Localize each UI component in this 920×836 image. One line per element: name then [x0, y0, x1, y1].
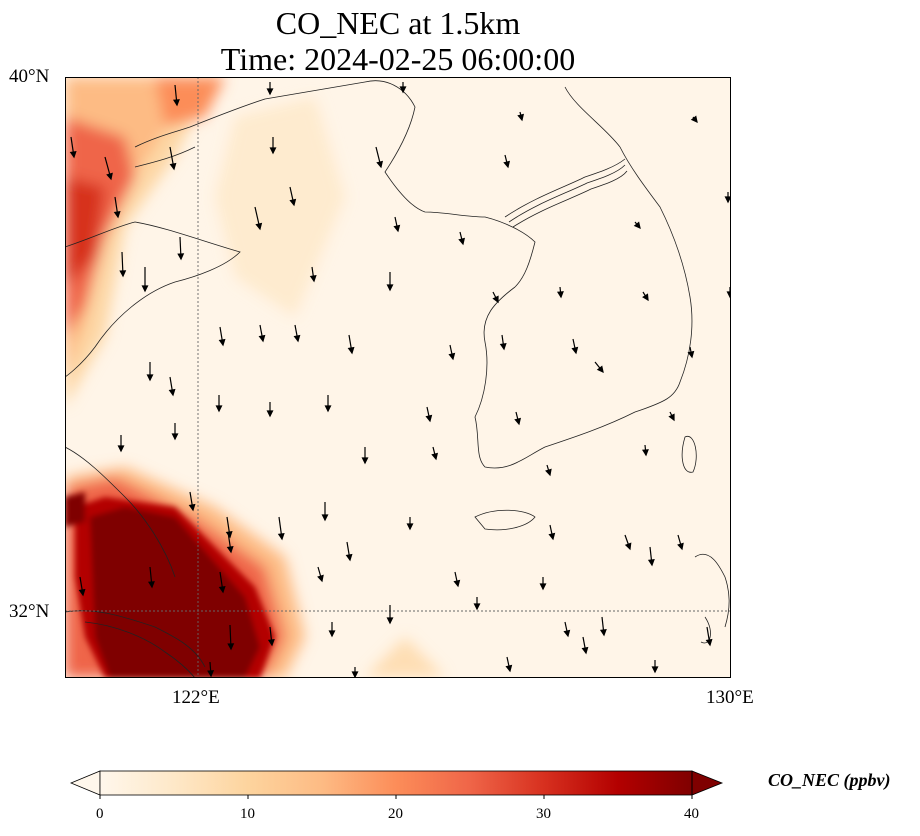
wind-arrow-head [277, 532, 285, 541]
lon-tick-label-130e: 130°E [706, 687, 754, 708]
wind-arrow-head [624, 542, 632, 551]
wind-arrow-head [633, 221, 641, 230]
wind-arrow-head [351, 671, 359, 678]
wind-arrow-head [724, 196, 731, 204]
wind-arrow-head [266, 410, 274, 418]
wind-arrow-head [505, 664, 513, 673]
gridlines [65, 77, 731, 678]
wind-arrow-head [596, 365, 604, 374]
wind-arrow-head [458, 237, 466, 246]
wind-arrow-head [517, 113, 525, 122]
wind-arrow-head [177, 253, 185, 261]
wind-arrow-head [386, 284, 394, 292]
wind-arrow-head [448, 352, 456, 361]
wind-arrow-head [687, 350, 695, 359]
map-timestamp: Time: 2024-02-25 06:00:00 [220, 41, 576, 77]
wind-arrow-head [641, 449, 649, 457]
wind-arrow-head [69, 150, 77, 159]
wind-arrow-head [556, 291, 564, 299]
wind-arrow-head [169, 162, 177, 171]
wind-arrow-head [289, 198, 297, 207]
wind-arrow-head [78, 588, 86, 597]
colorbar [70, 770, 724, 799]
wind-arrow-head [361, 457, 369, 465]
colorbar-tick-10: 10 [240, 806, 255, 822]
wind-arrow-head [147, 581, 155, 589]
wind-arrow-head [321, 514, 329, 522]
wind-arrow-head [218, 338, 226, 347]
wind-arrow-head [226, 545, 234, 554]
wind-arrow-head [113, 210, 121, 219]
wind-arrow-head [514, 417, 522, 426]
wind-arrow-head [581, 646, 589, 655]
lat-tick-label-40n: 40°N [9, 66, 50, 87]
wind-arrow-head [642, 293, 649, 302]
colorbar-tick-40: 40 [684, 806, 699, 822]
wind-arrow-head [677, 542, 684, 551]
wind-arrow-head [269, 147, 277, 155]
wind-arrow-head [705, 638, 713, 647]
wind-arrow-head [218, 585, 226, 594]
colorbar-tick-0: 0 [96, 806, 104, 822]
wind-arrow-head [345, 553, 353, 562]
map-title: CO_NEC at 1.5km [275, 5, 521, 41]
wind-arrow-head [548, 532, 556, 541]
wind-arrow-head [647, 559, 655, 567]
wind-arrow-head [119, 270, 127, 278]
wind-arrow-head [393, 224, 401, 233]
lon-tick-label-122e: 122°E [172, 687, 220, 708]
wind-arrow-head [146, 374, 154, 382]
wind-arrows [69, 82, 731, 678]
wind-arrow-head [207, 670, 215, 678]
wind-arrow-head [399, 86, 407, 94]
lat-tick-label-32n: 32°N [9, 601, 50, 622]
colorbar-tick-20: 20 [388, 806, 403, 822]
wind-arrow-head [690, 115, 698, 124]
colorbar-tick-30: 30 [536, 806, 551, 822]
wind-arrow-head [651, 666, 659, 674]
wind-arrow-head [106, 172, 113, 181]
wind-arrow-head [571, 346, 579, 355]
wind-arrow-head [328, 630, 336, 638]
wind-arrow-head [172, 99, 180, 107]
wind-arrow-head [668, 413, 675, 422]
wind-arrow-head [227, 643, 235, 651]
wind-arrow-head [309, 274, 317, 283]
wind-arrow-head [473, 603, 481, 611]
wind-arrow-head [499, 342, 507, 351]
wind-arrow-head [425, 414, 433, 423]
wind-arrow-head [215, 405, 223, 413]
wind-arrow-head [171, 433, 179, 441]
wind-arrow-head [168, 388, 176, 397]
wind-arrow-head [563, 629, 571, 638]
wind-arrow-head [117, 445, 125, 453]
wind-arrow-head [386, 617, 394, 625]
wind-arrow-head [539, 583, 547, 591]
wind-arrow-head [266, 88, 274, 96]
wind-arrow-head [324, 405, 332, 413]
wind-arrow-head [267, 639, 275, 647]
wind-arrow-head [258, 334, 266, 343]
wind-arrow-head [141, 285, 149, 293]
wind-arrow-head [453, 579, 461, 588]
wind-arrow-head [492, 295, 499, 304]
wind-arrow-head [406, 523, 414, 531]
wind-arrow-head [347, 346, 355, 355]
coastlines [65, 80, 730, 678]
wind-arrow-head [255, 222, 263, 231]
colorbar-label: CO_NEC (ppbv) [768, 770, 891, 790]
wind-arrow-head [431, 452, 439, 461]
wind-arrow-head [293, 334, 301, 343]
wind-arrow-head [376, 160, 384, 169]
wind-arrow-head [599, 629, 607, 637]
wind-arrow-head [317, 574, 324, 583]
wind-arrow-head [503, 160, 511, 169]
wind-arrow-head [188, 503, 196, 512]
wind-arrow-head [545, 468, 552, 477]
map-panel [65, 77, 731, 678]
